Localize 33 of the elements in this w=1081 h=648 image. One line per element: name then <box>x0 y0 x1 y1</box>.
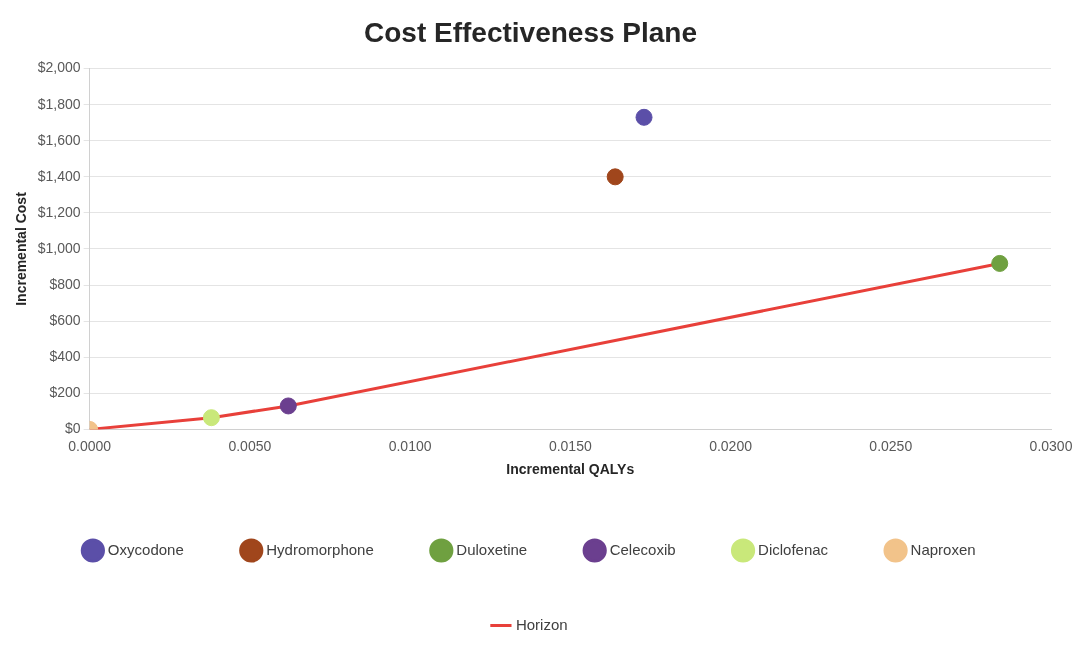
legend-label: Horizon <box>515 615 568 633</box>
x-tick-label: 0.0000 <box>68 437 112 454</box>
x-tick-label: 0.0150 <box>548 437 592 454</box>
y-tick-label: $1,200 <box>37 203 81 220</box>
point <box>991 254 1009 272</box>
x-tick-label: 0.0050 <box>228 437 272 454</box>
legend-label: Diclofenac <box>758 540 829 558</box>
legend-label: Hydromorphone <box>266 540 374 558</box>
y-tick-label: $600 <box>49 312 81 329</box>
y-tick-label: $0 <box>65 420 81 437</box>
x-axis-title: Incremental QALYs <box>506 461 635 478</box>
chart-title: Cost Effectiveness Plane <box>363 16 698 48</box>
y-tick-label: $400 <box>49 348 81 365</box>
point <box>202 409 220 427</box>
y-tick-label: $200 <box>49 384 81 401</box>
y-tick-label: $1,400 <box>37 167 81 184</box>
legend-label: Oxycodone <box>107 540 184 558</box>
y-axis-title: Incremental Cost <box>13 191 30 306</box>
legend-label: Duloxetine <box>456 540 528 558</box>
point <box>606 168 624 186</box>
y-tick-label: $2,000 <box>37 59 81 76</box>
x-tick-label: 0.0300 <box>1029 437 1073 454</box>
point <box>635 108 653 126</box>
y-tick-label: $1,800 <box>37 95 81 112</box>
y-tick-label: $800 <box>49 275 81 292</box>
point <box>279 397 297 415</box>
legend-label: Celecoxib <box>609 540 676 558</box>
y-tick-label: $1,600 <box>37 131 81 148</box>
x-tick-label: 0.0250 <box>869 437 913 454</box>
y-tick-label: $1,000 <box>37 239 81 256</box>
x-tick-label: 0.0200 <box>709 437 753 454</box>
x-tick-label: 0.0100 <box>388 437 432 454</box>
legend-label: Naproxen <box>910 540 976 558</box>
